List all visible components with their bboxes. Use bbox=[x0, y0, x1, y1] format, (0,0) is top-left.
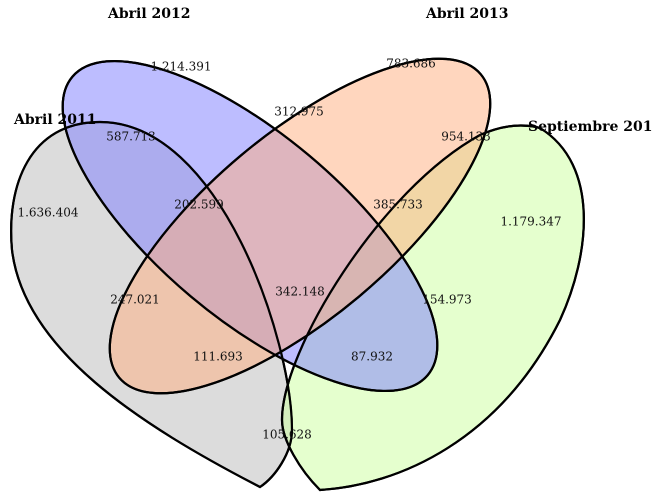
value-2011-sep2013: 105.628 bbox=[262, 428, 312, 442]
value-2011-2012-2013: 202.599 bbox=[174, 198, 224, 212]
set-outlines bbox=[10, 57, 585, 492]
value-2013-sep2013: 954.133 bbox=[441, 130, 491, 144]
set-ellipses bbox=[10, 57, 585, 492]
value-2012-sep2013: 154.973 bbox=[422, 293, 472, 307]
value-all-four: 342.148 bbox=[275, 285, 325, 299]
value-2012-2013-sep2013: 385.733 bbox=[373, 198, 423, 212]
label-abril-2011: Abril 2011 bbox=[13, 112, 97, 128]
value-2011-2013-sep2013: 111.693 bbox=[193, 350, 243, 364]
value-only-abril-2011: 1.636.404 bbox=[17, 206, 78, 220]
value-2011-2012: 587.713 bbox=[106, 130, 156, 144]
label-septiembre-2013: Septiembre 2013 bbox=[528, 119, 652, 135]
value-2011-2013: 247.021 bbox=[110, 293, 160, 307]
label-abril-2013: Abril 2013 bbox=[425, 6, 509, 22]
value-only-septiembre-2013: 1.179.347 bbox=[500, 215, 561, 229]
value-only-abril-2012: 1.214.391 bbox=[150, 60, 211, 74]
value-2012-2013: 312.975 bbox=[274, 105, 324, 119]
label-abril-2012: Abril 2012 bbox=[107, 6, 191, 22]
value-only-abril-2013: 783.686 bbox=[386, 57, 436, 71]
value-2011-2012-sep2013: 87.932 bbox=[351, 350, 393, 364]
